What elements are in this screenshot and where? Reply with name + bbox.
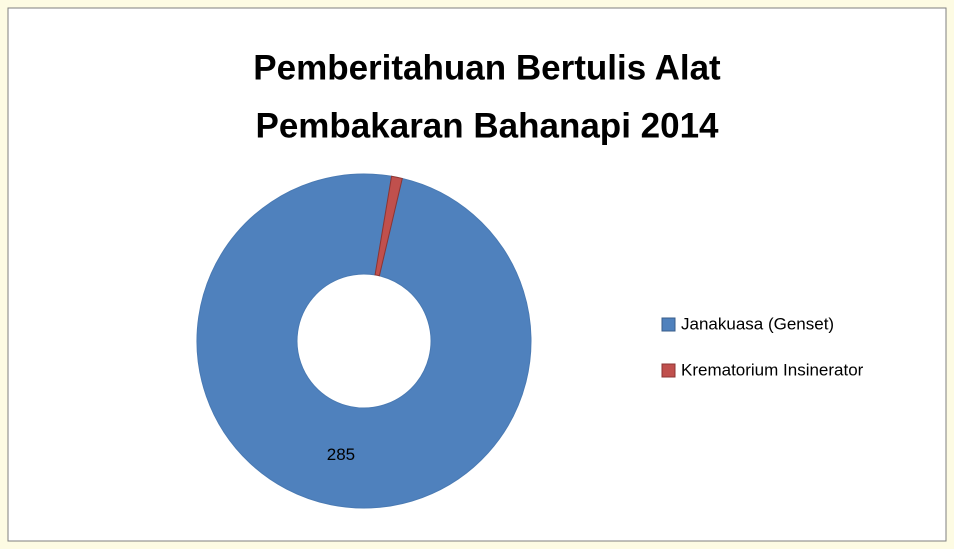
chart-title: Pemberitahuan Bertulis Alat (253, 48, 721, 87)
chart-title: Pembakaran Bahanapi 2014 (255, 106, 719, 145)
donut-slice (374, 175, 403, 277)
legend-swatch (661, 363, 676, 378)
donut-slice (196, 173, 532, 509)
data-label: 285 (327, 445, 355, 464)
legend-label: Krematorium Insinerator (681, 360, 864, 379)
legend-label: Janakuasa (Genset) (681, 314, 834, 333)
legend-swatch (661, 317, 676, 332)
